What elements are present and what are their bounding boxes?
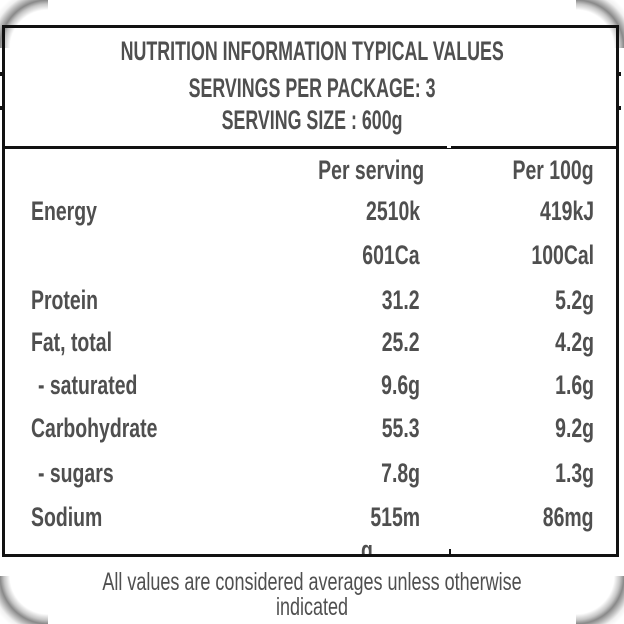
- row-label: - saturated: [38, 370, 138, 400]
- column-header-per-100g: Per 100g: [512, 155, 594, 185]
- nutrition-table: Per serving Per 100g Energy 2510k 419kJ …: [0, 149, 624, 555]
- table-border-box: [2, 146, 619, 557]
- label-title: NUTRITION INFORMATION TYPICAL VALUES: [120, 36, 504, 66]
- border-tick: [0, 106, 3, 110]
- per-serving-value: 25.2: [382, 327, 420, 357]
- row-label: Sodium: [31, 502, 103, 532]
- per-100g-value: 86mg: [543, 502, 594, 532]
- per-100g-value: 4.2g: [555, 327, 594, 357]
- column-header-per-serving: Per serving: [318, 155, 424, 185]
- table-row: Energy 2510k 419kJ: [0, 198, 624, 228]
- per-serving-value: 515m: [370, 502, 420, 532]
- per-serving-value: 7.8g: [381, 458, 420, 488]
- border-tick: [618, 106, 621, 110]
- table-row: 601Ca 100Cal: [0, 242, 624, 272]
- border-notch: [447, 146, 451, 148]
- per-serving-value: 2510k: [365, 196, 420, 226]
- sodium-wrapped-unit: g: [361, 535, 373, 555]
- serving-size-line: SERVING SIZE : 600g: [221, 105, 403, 135]
- row-label: Carbohydrate: [31, 413, 158, 443]
- per-serving-value: 9.6g: [381, 370, 420, 400]
- table-header-row: Per serving Per 100g: [0, 157, 624, 187]
- servings-per-package-line: SERVINGS PER PACKAGE: 3: [188, 73, 436, 103]
- table-row: Fat, total 25.2 4.2g: [0, 329, 624, 359]
- row-label: Energy: [31, 196, 97, 226]
- per-serving-value: 601Ca: [362, 240, 420, 270]
- row-label: Fat, total: [31, 327, 112, 357]
- per-100g-value: 1.3g: [555, 458, 594, 488]
- per-100g-value: 9.2g: [555, 413, 594, 443]
- border-tick: [0, 72, 3, 76]
- table-row: - saturated 9.6g 1.6g: [0, 372, 624, 402]
- row-label: - sugars: [38, 458, 114, 488]
- table-row: - sugars 7.8g 1.3g: [0, 460, 624, 490]
- footer-disclaimer: All values are considered averages unles…: [102, 568, 522, 621]
- per-serving-value: 55.3: [382, 413, 420, 443]
- per-serving-value: 31.2: [382, 285, 420, 315]
- per-100g-value: 100Cal: [531, 240, 594, 270]
- row-label: Protein: [31, 285, 98, 315]
- per-100g-value: 5.2g: [555, 285, 594, 315]
- per-100g-value: 1.6g: [555, 370, 594, 400]
- table-row: Sodium 515m 86mg: [0, 504, 624, 534]
- border-tick: [449, 549, 451, 554]
- header-border-box: [2, 25, 619, 149]
- border-tick: [618, 72, 621, 76]
- table-row: Carbohydrate 55.3 9.2g: [0, 415, 624, 445]
- per-100g-value: 419kJ: [539, 196, 594, 226]
- table-row: Protein 31.2 5.2g: [0, 287, 624, 317]
